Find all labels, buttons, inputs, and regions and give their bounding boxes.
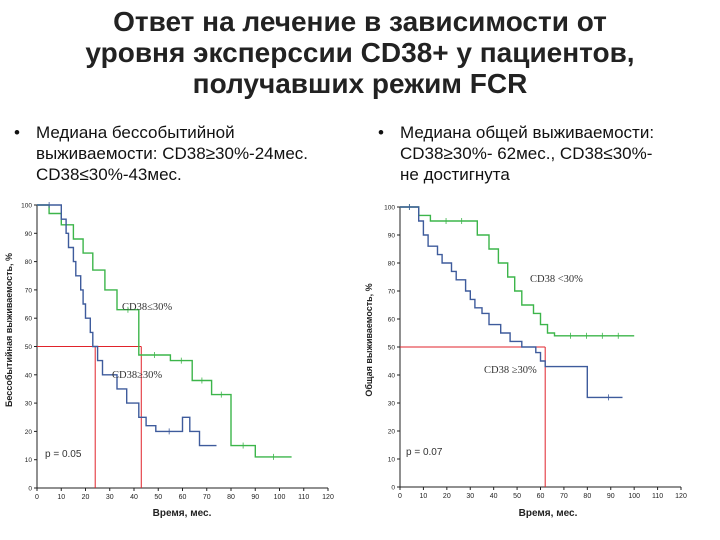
bullet-line: выживаемости: CD38≥30%-24мес.: [36, 144, 308, 163]
x-tick-label: 50: [513, 493, 521, 500]
chart-1: 0 10 20 30 40 50 60 70 80 90 100 0 10 20 30 40 50 60 70 80 9…: [4, 202, 334, 519]
y-tick-label: 10: [25, 457, 33, 464]
y-tick-label: 100: [384, 205, 395, 212]
y-tick-label: 70: [388, 289, 396, 296]
y-axis-title: Бессобытийная выживаемость, %: [4, 253, 14, 407]
curve-label: CD38≥30%: [112, 370, 162, 381]
title-line-3: получавших режим FCR: [192, 68, 528, 99]
y-tick-label: 80: [388, 261, 396, 268]
x-tick-label: 100: [274, 494, 286, 501]
x-tick-label: 20: [82, 494, 90, 501]
x-tick-label: 70: [203, 494, 211, 501]
curve-label: CD38 ≥30%: [484, 365, 537, 376]
p-value: p = 0.07: [406, 447, 443, 458]
x-axis-title: Время, мес.: [153, 508, 212, 519]
y-tick-label: 0: [391, 485, 395, 492]
bullet-dot: •: [378, 123, 384, 142]
x-tick-label: 120: [675, 493, 687, 500]
x-tick-label: 0: [35, 494, 39, 501]
bullet-efs-median: • Медиана бессобытийной выживаемости: CD…: [14, 122, 356, 185]
slide-title: Ответ на лечение в зависимости от уровня…: [20, 6, 700, 99]
series-blue-line: [37, 204, 217, 447]
x-tick-label: 90: [607, 493, 615, 500]
x-tick-label: 10: [57, 494, 65, 501]
x-tick-label: 40: [490, 493, 498, 500]
curve-label: CD38 <30%: [530, 274, 583, 285]
x-tick-label: 110: [298, 494, 309, 501]
x-tick-label: 30: [106, 494, 114, 501]
y-tick-label: 60: [25, 316, 33, 323]
y-axis-title: Общая выживаемость, %: [364, 283, 374, 396]
title-line-1: Ответ на лечение в зависимости от: [113, 6, 607, 37]
x-tick-label: 120: [322, 494, 334, 501]
y-tick-label: 40: [25, 372, 33, 379]
x-tick-label: 50: [154, 494, 162, 501]
x-tick-label: 30: [466, 493, 474, 500]
y-tick-label: 30: [388, 401, 396, 408]
y-tick-label: 30: [25, 401, 33, 408]
x-tick-label: 80: [227, 494, 235, 501]
series-green-line: [37, 204, 292, 458]
y-tick-label: 60: [388, 317, 396, 324]
title-line-2: уровня эксперссии CD38+ у пациентов,: [85, 37, 635, 68]
y-tick-label: 70: [25, 287, 33, 294]
p-value: p = 0.05: [45, 449, 82, 460]
x-axis-title: Время, мес.: [519, 508, 578, 519]
bullet-dot: •: [14, 123, 20, 142]
series-green-line: [400, 206, 635, 337]
y-tick-label: 0: [28, 486, 32, 493]
y-tick-label: 20: [25, 429, 33, 436]
y-tick-label: 10: [388, 457, 396, 464]
y-tick-label: 40: [388, 373, 396, 380]
x-tick-label: 110: [652, 493, 663, 500]
x-tick-label: 0: [398, 493, 402, 500]
bullet-line: Медиана бессобытийной: [36, 123, 235, 142]
x-tick-label: 100: [628, 493, 640, 500]
y-tick-label: 90: [388, 233, 396, 240]
y-tick-label: 100: [21, 203, 32, 210]
x-tick-label: 60: [537, 493, 545, 500]
bullet-line: CD38≥30%- 62мес., CD38≤30%-: [400, 144, 653, 163]
x-tick-label: 80: [583, 493, 591, 500]
x-tick-label: 90: [251, 494, 259, 501]
bullet-line: не достигнута: [400, 165, 510, 184]
y-tick-label: 20: [388, 429, 396, 436]
y-tick-label: 50: [388, 345, 396, 352]
x-tick-label: 20: [443, 493, 451, 500]
bullet-line: CD38≤30%-43мес.: [36, 165, 182, 184]
y-tick-label: 50: [25, 344, 33, 351]
bullet-line: Медиана общей выживаемости:: [400, 123, 655, 142]
x-tick-label: 10: [420, 493, 428, 500]
series-blue-line: [400, 206, 623, 399]
y-tick-label: 80: [25, 259, 33, 266]
y-tick-label: 90: [25, 231, 33, 238]
x-tick-label: 40: [130, 494, 138, 501]
x-tick-label: 60: [179, 494, 187, 501]
bullet-os-median: • Медиана общей выживаемости: CD38≥30%- …: [378, 122, 710, 185]
x-tick-label: 70: [560, 493, 568, 500]
curve-label: CD38≤30%: [122, 302, 172, 313]
chart-2: 0 10 20 30 40 50 60 70 80 90 100 0 10 20 30 40 50 60 70 80 9…: [364, 204, 687, 519]
